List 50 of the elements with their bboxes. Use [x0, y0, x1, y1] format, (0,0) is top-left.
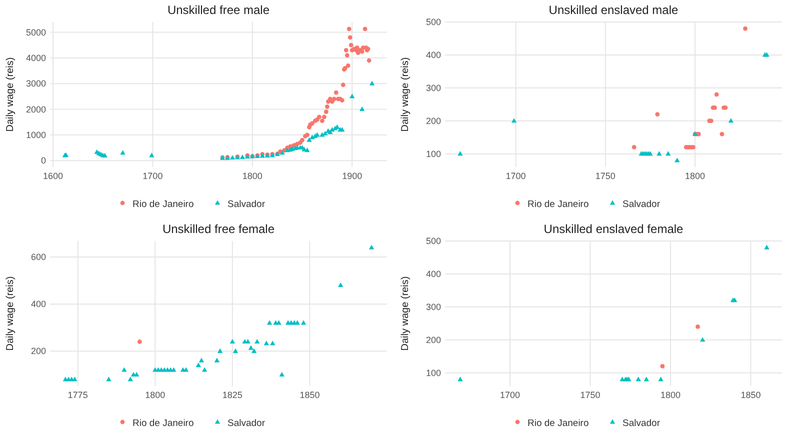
y-tick-label: 500 — [426, 17, 441, 27]
y-tick-label: 0 — [40, 156, 46, 166]
legend-label: Salvador — [622, 418, 660, 429]
y-axis-title: Daily wage (reis) — [5, 57, 16, 132]
x-tick-label: 1700 — [142, 171, 163, 181]
chart-title: Unskilled enslaved male — [548, 3, 679, 17]
legend-label: Salvador — [622, 199, 660, 210]
x-tick-label: 1750 — [595, 171, 616, 181]
chart-title: Unskilled enslaved female — [544, 222, 684, 236]
x-tick-label: 1800 — [242, 171, 262, 181]
y-tick-label: 400 — [426, 50, 441, 60]
y-axis-title: Daily wage (reis) — [400, 57, 411, 132]
legend-label: Rio de Janeiro — [132, 199, 194, 210]
y-tick-label: 400 — [30, 299, 46, 310]
legend-label: Rio de Janeiro — [528, 199, 589, 210]
legend-label: Salvador — [228, 199, 265, 210]
y-tick-label: 4000 — [26, 52, 46, 63]
x-tick-label: 1775 — [68, 390, 88, 400]
y-tick-label: 200 — [426, 334, 441, 345]
x-tick-label: 1850 — [300, 390, 320, 400]
x-tick-label: 1900 — [342, 171, 362, 181]
x-tick-label: 1800 — [660, 390, 680, 400]
legend-label: Rio de Janeiro — [132, 418, 194, 429]
x-tick-label: 1800 — [145, 390, 166, 400]
y-axis-title: Daily wage (reis) — [400, 276, 411, 351]
legend-label: Rio de Janeiro — [528, 418, 589, 429]
x-tick-label: 1600 — [42, 171, 64, 181]
y-tick-label: 300 — [426, 82, 441, 93]
y-axis-title: Daily wage (reis) — [5, 276, 16, 351]
x-tick-label: 1700 — [500, 390, 520, 400]
y-tick-label: 100 — [426, 148, 441, 159]
y-tick-label: 100 — [426, 368, 441, 378]
x-tick-label: 1700 — [506, 171, 526, 181]
y-tick-label: 200 — [30, 346, 46, 356]
y-tick-label: 2000 — [26, 104, 46, 114]
y-tick-label: 1000 — [26, 130, 46, 140]
x-tick-label: 1825 — [222, 390, 242, 400]
y-tick-label: 400 — [426, 268, 441, 279]
chart-title: Unskilled free female — [162, 222, 275, 236]
x-tick-label: 1800 — [685, 171, 706, 181]
y-tick-label: 600 — [30, 252, 46, 262]
y-tick-label: 500 — [426, 236, 441, 246]
y-tick-label: 3000 — [26, 78, 46, 89]
y-tick-label: 300 — [426, 302, 441, 312]
x-tick-label: 1750 — [580, 390, 600, 400]
y-tick-label: 5000 — [26, 27, 46, 38]
y-tick-label: 200 — [426, 116, 441, 126]
x-tick-label: 1850 — [740, 390, 761, 400]
chart-title: Unskilled free male — [167, 3, 270, 17]
legend-label: Salvador — [228, 418, 265, 429]
